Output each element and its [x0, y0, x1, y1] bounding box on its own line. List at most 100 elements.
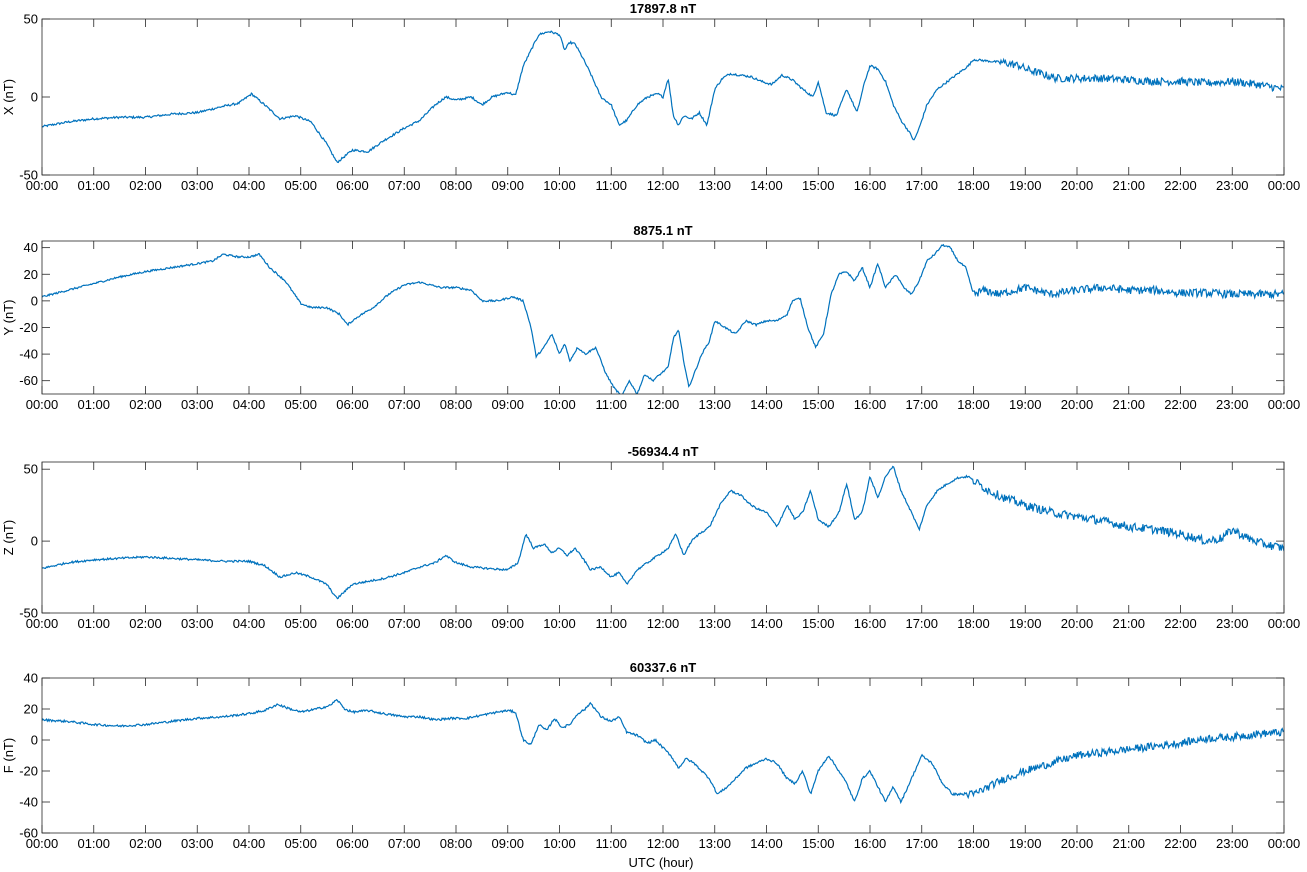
- x-tick-label: 12:00: [647, 616, 680, 631]
- x-tick-label: 05:00: [284, 178, 317, 193]
- x-tick-label: 19:00: [1009, 397, 1042, 412]
- y-tick-label: -50: [19, 606, 38, 621]
- x-tick-label: 09:00: [491, 836, 524, 851]
- series-line: [42, 698, 1284, 805]
- x-tick-label: 12:00: [647, 397, 680, 412]
- x-tick-label: 21:00: [1112, 836, 1145, 851]
- x-tick-label: 18:00: [957, 616, 990, 631]
- panels-group: 17897.8 nT X (nT) 00:00 01:00 02:00 03:00 04:0…: [1, 1, 1300, 851]
- series-line: [42, 465, 1284, 600]
- x-tick-label: 23:00: [1216, 178, 1249, 193]
- x-tick-label: 16:00: [854, 178, 887, 193]
- x-tick-label: 07:00: [388, 178, 421, 193]
- series-line: [42, 243, 1284, 394]
- x-tick-label: 21:00: [1112, 616, 1145, 631]
- x-tick-label: 02:00: [129, 397, 162, 412]
- x-tick-label: 15:00: [802, 836, 835, 851]
- x-tick-label: 13:00: [698, 836, 731, 851]
- f-panel: 60337.6 nT F (nT) 00:00 01:00 02:00 03:00 04:0…: [1, 660, 1300, 851]
- y-axis-label: F (nT): [1, 738, 16, 773]
- x-tick-label: 09:00: [491, 397, 524, 412]
- y-axis-label: Z (nT): [1, 520, 16, 555]
- x-tick-label: 12:00: [647, 836, 680, 851]
- x-tick-label: 17:00: [905, 178, 938, 193]
- x-tick-label: 10:00: [543, 397, 576, 412]
- x-tick-label: 01:00: [77, 397, 110, 412]
- x-tick-label: 14:00: [750, 178, 783, 193]
- x-tick-label: 01:00: [77, 178, 110, 193]
- y-tick-label: -50: [19, 168, 38, 183]
- x-tick-label: 21:00: [1112, 397, 1145, 412]
- x-tick-label: 10:00: [543, 836, 576, 851]
- x-tick-label: 23:00: [1216, 397, 1249, 412]
- x-tick-label: 14:00: [750, 397, 783, 412]
- y-tick-label: 20: [24, 702, 38, 717]
- y-tick-label: 50: [24, 462, 38, 477]
- x-tick-label: 18:00: [957, 836, 990, 851]
- x-tick-label: 16:00: [854, 836, 887, 851]
- x-tick-label: 02:00: [129, 616, 162, 631]
- x-tick-label: 16:00: [854, 397, 887, 412]
- x-tick-label: 06:00: [336, 616, 369, 631]
- x-tick-label: 07:00: [388, 397, 421, 412]
- x-tick-label: 14:00: [750, 616, 783, 631]
- x-tick-label: 00:00: [1268, 836, 1301, 851]
- x-tick-label: 13:00: [698, 616, 731, 631]
- y-axis-label: X (nT): [1, 79, 16, 115]
- y-tick-label: 50: [24, 12, 38, 27]
- x-tick-label: 17:00: [905, 836, 938, 851]
- x-tick-label: 22:00: [1164, 397, 1197, 412]
- y-tick-label: -40: [19, 347, 38, 362]
- y-tick-label: -60: [19, 826, 38, 841]
- x-tick-label: 17:00: [905, 397, 938, 412]
- y-tick-label: 0: [31, 293, 38, 308]
- x-tick-label: 23:00: [1216, 616, 1249, 631]
- panel-title: 8875.1 nT: [633, 223, 692, 238]
- x-panel: 17897.8 nT X (nT) 00:00 01:00 02:00 03:00 04:0…: [1, 1, 1300, 193]
- x-tick-label: 17:00: [905, 616, 938, 631]
- axes-box: [41, 461, 1285, 614]
- x-tick-label: 05:00: [284, 397, 317, 412]
- x-tick-label: 14:00: [750, 836, 783, 851]
- y-tick-label: 20: [24, 267, 38, 282]
- x-tick-label: 22:00: [1164, 616, 1197, 631]
- x-tick-label: 08:00: [440, 616, 473, 631]
- x-tick-label: 11:00: [595, 178, 627, 193]
- panel-title: -56934.4 nT: [628, 444, 699, 459]
- x-tick-label: 07:00: [388, 616, 421, 631]
- z-panel: -56934.4 nT Z (nT) 00:00 01:00 02:00 03:00 04:…: [1, 444, 1300, 631]
- x-tick-label: 21:00: [1112, 178, 1145, 193]
- x-tick-label: 02:00: [129, 836, 162, 851]
- x-tick-label: 08:00: [440, 178, 473, 193]
- x-tick-label: 19:00: [1009, 836, 1042, 851]
- x-tick-label: 08:00: [440, 836, 473, 851]
- y-tick-label: -40: [19, 795, 38, 810]
- x-tick-label: 03:00: [181, 836, 214, 851]
- x-tick-label: 15:00: [802, 178, 835, 193]
- x-tick-label: 00:00: [26, 616, 59, 631]
- y-tick-label: -20: [19, 764, 38, 779]
- x-tick-label: 04:00: [233, 836, 266, 851]
- x-tick-label: 02:00: [129, 178, 162, 193]
- x-tick-label: 10:00: [543, 616, 576, 631]
- x-tick-label: 22:00: [1164, 836, 1197, 851]
- x-tick-label: 01:00: [77, 836, 110, 851]
- x-tick-label: 18:00: [957, 178, 990, 193]
- panel-title: 60337.6 nT: [630, 660, 697, 675]
- x-tick-label: 00:00: [1268, 616, 1301, 631]
- x-tick-label: 19:00: [1009, 616, 1042, 631]
- y-axis-label: Y (nT): [1, 300, 16, 336]
- x-tick-label: 09:00: [491, 178, 524, 193]
- x-tick-label: 07:00: [388, 836, 421, 851]
- x-tick-label: 08:00: [440, 397, 473, 412]
- y-tick-label: 0: [31, 534, 38, 549]
- x-tick-label: 04:00: [233, 616, 266, 631]
- x-tick-label: 20:00: [1061, 397, 1094, 412]
- x-tick-label: 03:00: [181, 397, 214, 412]
- x-tick-label: 04:00: [233, 397, 266, 412]
- series-line: [42, 30, 1284, 164]
- y-tick-label: 40: [24, 671, 38, 686]
- x-tick-label: 20:00: [1061, 178, 1094, 193]
- x-tick-label: 05:00: [284, 616, 317, 631]
- y-tick-label: 0: [31, 733, 38, 748]
